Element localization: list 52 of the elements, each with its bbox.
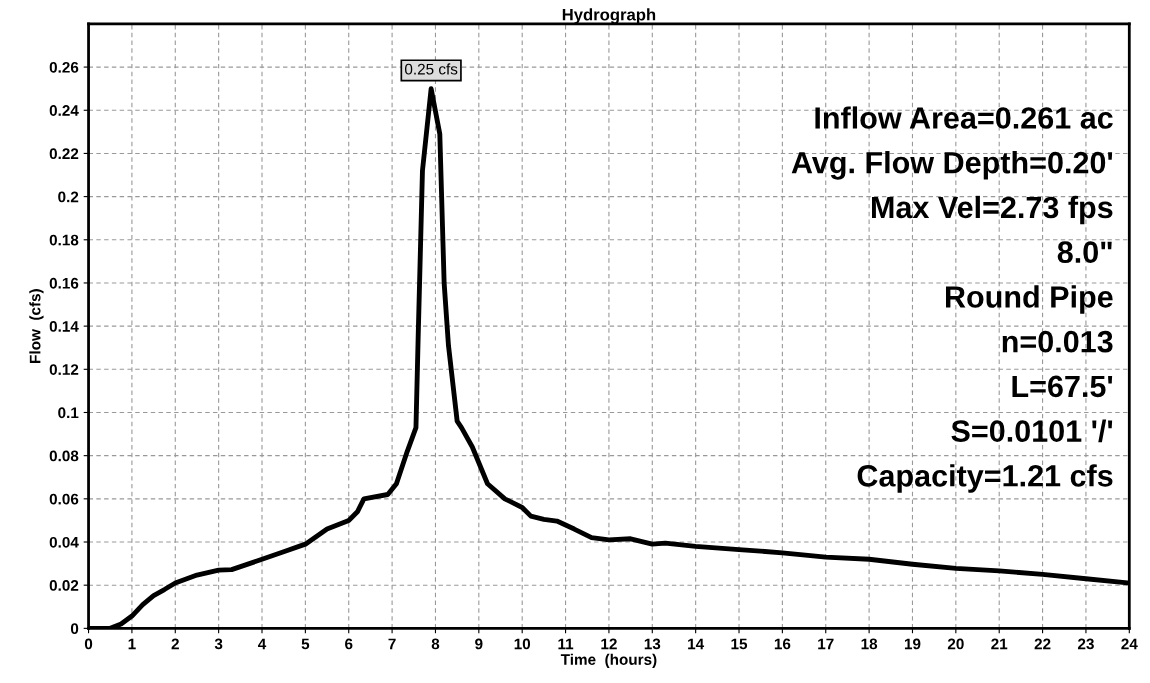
y-tick-label: 0.04	[49, 536, 79, 548]
annotation: 8.0"	[1057, 241, 1112, 264]
annotation: Capacity=1.21 cfs	[857, 464, 1113, 493]
x-tick-label: 8	[431, 638, 440, 650]
x-tick-label: 21	[991, 638, 1008, 650]
annotation: Inflow Area=0.261 ac	[815, 106, 1113, 129]
x-tick-label: 20	[947, 638, 964, 650]
y-tick-label: 0.02	[49, 580, 79, 591]
x-tick-label: 18	[861, 638, 878, 650]
y-tick-label: 0.24	[49, 105, 79, 116]
annotation: n=0.013	[1002, 330, 1113, 353]
x-tick-label: 14	[688, 638, 705, 650]
x-tick-label: 13	[644, 638, 661, 650]
x-tick-label: 11	[558, 638, 574, 650]
y-tick-label: 0.06	[49, 493, 79, 505]
x-tick-label: 22	[1034, 638, 1051, 650]
x-tick-label: 7	[388, 638, 396, 650]
y-tick-label: 0.16	[49, 277, 79, 289]
y-tick-label: 0.08	[49, 450, 79, 462]
y-axis-title: Flow (cfs)	[29, 289, 44, 363]
y-tick-label: 0.22	[49, 148, 79, 160]
x-tick-label: 2	[171, 638, 179, 650]
y-tick-label: 0.26	[49, 61, 79, 73]
x-tick-label: 3	[214, 638, 223, 650]
x-tick-label: 5	[301, 638, 310, 650]
annotation: L=67.5'	[1012, 375, 1113, 398]
annotation: Max Vel=2.73 fps	[872, 195, 1113, 225]
x-axis-title: Time (hours)	[560, 653, 657, 668]
x-tick-label: 10	[514, 638, 531, 650]
y-tick-label: 0.18	[49, 234, 79, 246]
x-tick-label: 0	[84, 638, 93, 650]
x-tick-label: 4	[257, 638, 267, 650]
y-tick-label: 0.14	[49, 321, 79, 332]
y-tick-label: 0.12	[49, 364, 79, 375]
annotation: Round Pipe	[946, 285, 1113, 314]
x-tick-label: 24	[1121, 638, 1138, 650]
y-tick-label: 0	[70, 623, 79, 635]
annotation: S=0.0101 '/'	[951, 419, 1113, 443]
x-tick-label: 1	[128, 638, 136, 650]
x-tick-label: 15	[731, 638, 748, 650]
y-tick-label: 0.2	[58, 191, 79, 203]
y-tick-label: 0.1	[58, 407, 79, 419]
annotation: 0.25 cfs	[404, 63, 458, 75]
chart-title: Hydrograph	[562, 8, 656, 24]
x-tick-label: 6	[345, 638, 353, 650]
annotation: Avg. Flow Depth=0.20'	[791, 151, 1113, 180]
x-tick-label: 9	[475, 638, 483, 650]
x-tick-label: 16	[774, 638, 791, 650]
x-tick-label: 23	[1077, 638, 1094, 650]
x-tick-label: 17	[818, 638, 834, 650]
x-tick-label: 19	[904, 638, 921, 650]
x-tick-label: 12	[601, 638, 617, 650]
